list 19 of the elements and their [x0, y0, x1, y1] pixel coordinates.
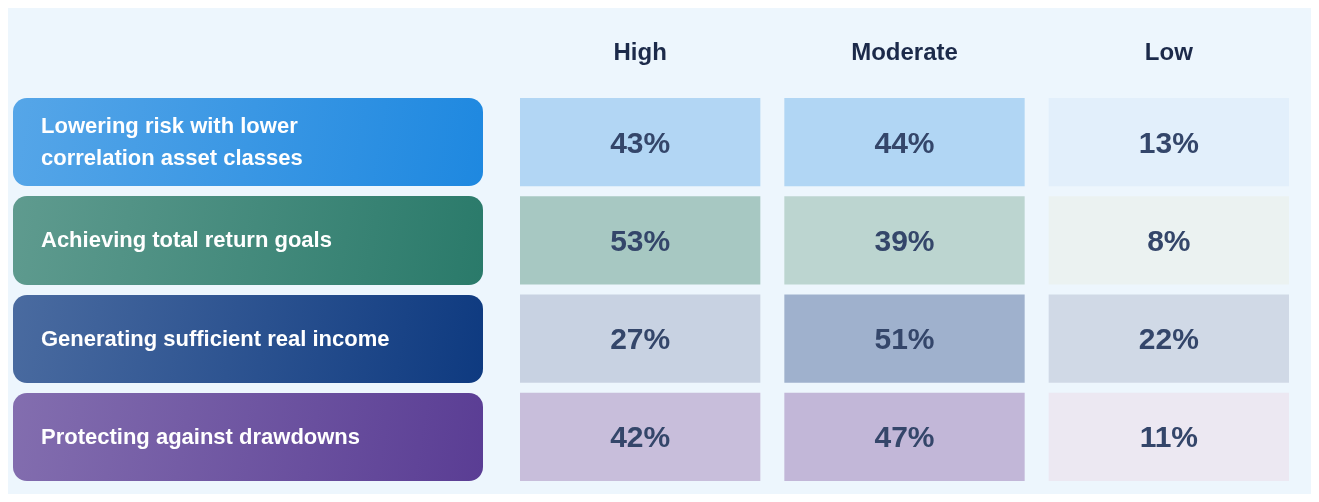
data-label: 39%: [874, 223, 935, 257]
label-box: Protecting against drawdowns: [13, 392, 483, 481]
x-tick-label: Low: [1144, 37, 1194, 65]
label-box: Achieving total return goals: [13, 196, 483, 285]
data-label: 51%: [874, 322, 935, 356]
x-tick-label: High: [613, 37, 667, 65]
data-label: 13%: [1138, 125, 1199, 159]
label-box: Lowering risk with lower correlation asset classes: [13, 98, 483, 187]
data-label: 43%: [610, 125, 671, 159]
data-label: 53%: [610, 223, 671, 257]
data-label: 27%: [610, 322, 671, 356]
data-label: 11%: [1139, 420, 1199, 454]
label-box: Generating sufficient real income: [13, 294, 483, 383]
data-label: 8%: [1147, 223, 1191, 257]
data-label: 42%: [610, 420, 671, 454]
data-label: 47%: [874, 420, 935, 454]
x-tick-label: Moderate: [851, 37, 958, 65]
data-label: 22%: [1138, 322, 1199, 356]
data-label: 44%: [874, 125, 935, 159]
